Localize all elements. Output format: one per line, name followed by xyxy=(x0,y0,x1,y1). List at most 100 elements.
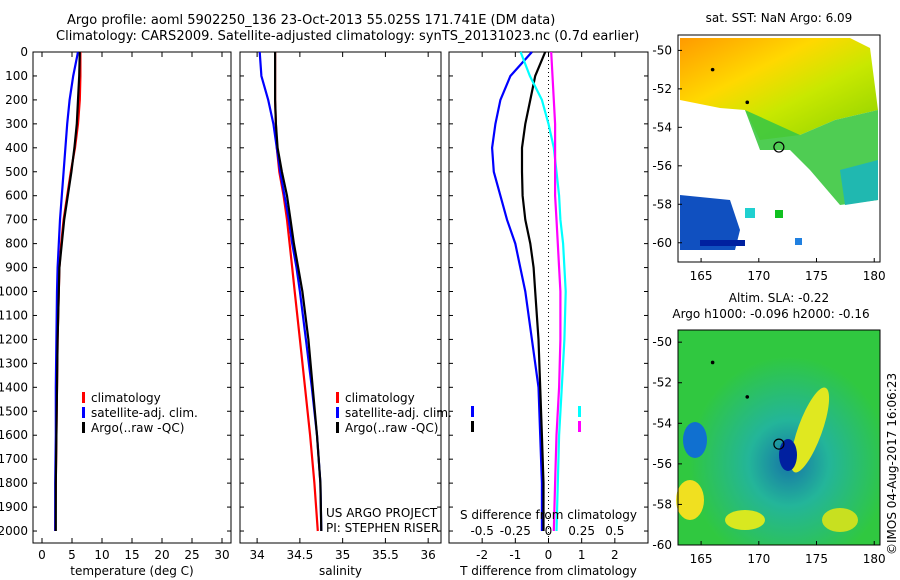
legend-swatch xyxy=(471,421,474,432)
x-tick-label: 1 xyxy=(578,548,586,562)
y-tick-label: 0 xyxy=(20,45,28,59)
y-tick-label: 800 xyxy=(5,237,28,251)
island-marker xyxy=(745,395,750,399)
x-tick-label: 35.5 xyxy=(372,548,399,562)
plot-frame xyxy=(239,51,442,544)
x-tick-label: 34.5 xyxy=(287,548,314,562)
y-tick-label: 1400 xyxy=(0,380,28,394)
y-tick-label: 500 xyxy=(5,165,28,179)
x2-tick-label: -0.5 xyxy=(470,524,493,538)
y-tick-label: 600 xyxy=(5,189,28,203)
difference-panel: -2 -1 0 1 2 T difference from climatology -0.5… xyxy=(448,51,649,578)
map-x-tick-label: 180 xyxy=(863,552,886,566)
map-subtitle: Argo h1000: -0.096 h2000: -0.16 xyxy=(672,307,869,321)
title-line2: Climatology: CARS2009. Satellite-adjuste… xyxy=(56,29,640,44)
y-tick-label: 1000 xyxy=(0,285,28,299)
series-line-temperature-satellite xyxy=(490,51,544,531)
x-tick-label: 34 xyxy=(249,548,264,562)
legend-swatch xyxy=(336,422,339,433)
x2-tick-label: 0.5 xyxy=(605,524,624,538)
y-tick-label: 2000 xyxy=(0,524,28,538)
sst-cold-region xyxy=(680,195,740,250)
x2-tick-label: 0.25 xyxy=(568,524,595,538)
map-y-tick-label: -56 xyxy=(652,159,672,173)
map-x-tick-label: 165 xyxy=(690,552,713,566)
y-tick-label: 1200 xyxy=(0,332,28,346)
y-tick-label: 1700 xyxy=(0,452,28,466)
sla-low-anomaly xyxy=(779,439,797,471)
legend-swatch xyxy=(82,392,85,403)
x-axis-label: temperature (deg C) xyxy=(70,564,193,578)
salinity-panel: 34 34.5 35 35.5 36 salinity climatologysatelli… xyxy=(239,51,452,578)
x2-axis-label: S difference from climatology xyxy=(460,508,637,522)
series-line-argo-raw-qc- xyxy=(274,52,323,532)
y-tick-label: 1500 xyxy=(0,404,28,418)
sla-high-anomaly xyxy=(790,387,830,473)
temperature-panel: 0 5 10 15 20 25 30 temperature (deg C) 0 100 200 30… xyxy=(0,45,232,578)
map-x-tick-label: 180 xyxy=(863,269,886,283)
map-frame xyxy=(677,34,881,263)
plot-frame xyxy=(32,51,232,544)
x-tick-label: -1 xyxy=(509,548,521,562)
island-marker xyxy=(710,67,715,72)
map-x-tick-label: 175 xyxy=(805,269,828,283)
y-tick-label: 1100 xyxy=(0,308,28,322)
legend-swatch xyxy=(578,406,581,417)
x-tick-label: 30 xyxy=(214,548,229,562)
map-y-tick-label: -50 xyxy=(652,335,672,349)
legend-swatch xyxy=(336,392,339,403)
series-line-argo-raw-qc- xyxy=(54,51,81,531)
map-y-tick-label: -50 xyxy=(652,43,672,57)
x-axis-label: salinity xyxy=(319,564,362,578)
map-x-tick-label: 165 xyxy=(690,269,713,283)
island-marker xyxy=(710,360,715,365)
x-tick-label: 20 xyxy=(154,548,169,562)
series-line-climatology xyxy=(274,52,319,532)
legend-label: Argo(..raw -QC) xyxy=(91,421,184,435)
x-tick-label: 35 xyxy=(335,548,350,562)
map-frame xyxy=(677,329,881,546)
legend-swatch xyxy=(336,407,339,418)
series-line-salinity-argo xyxy=(550,51,562,532)
x-tick-label: 10 xyxy=(94,548,109,562)
x-tick-label: 36 xyxy=(421,548,436,562)
series-line-salinity-satellite xyxy=(519,51,567,532)
legend-label: Argo(..raw -QC) xyxy=(345,421,438,435)
y-tick-label: 1800 xyxy=(0,476,28,490)
y-tick-label: 100 xyxy=(5,69,28,83)
y-tick-label: 700 xyxy=(5,213,28,227)
project-line1: US ARGO PROJECT xyxy=(326,506,438,520)
map-y-tick-label: -60 xyxy=(652,236,672,250)
x-tick-label: 5 xyxy=(68,548,76,562)
y-tick-label: 400 xyxy=(5,141,28,155)
sst-cool-region xyxy=(840,160,878,205)
x-axis-label: T difference from climatology xyxy=(459,564,637,578)
map-y-tick-label: -58 xyxy=(652,497,672,511)
x-tick-label: 0 xyxy=(545,548,553,562)
legend-swatch xyxy=(471,406,474,417)
y-tick-label: 300 xyxy=(5,117,28,131)
profile-location-marker xyxy=(773,141,785,153)
legend-swatch xyxy=(578,421,581,432)
map-x-tick-label: 170 xyxy=(747,552,770,566)
y-tick-label: 900 xyxy=(5,261,28,275)
series-line-temperature-argo xyxy=(520,51,547,531)
legend-label: satellite-adj. clim. xyxy=(91,406,198,420)
y-tick-label: 200 xyxy=(5,93,28,107)
x-tick-label: 0 xyxy=(38,548,46,562)
legend-label: satellite-adj. clim. xyxy=(345,406,452,420)
map-y-tick-label: -52 xyxy=(652,82,672,96)
y-tick-label: 1900 xyxy=(0,500,28,514)
sla-map-panel: 165 170 175 180 -50 -52 -54 -56 -58 -60 Altim. SLA… xyxy=(652,291,885,566)
map-y-tick-label: -56 xyxy=(652,457,672,471)
map-y-tick-label: -60 xyxy=(652,538,672,552)
x-tick-label: 2 xyxy=(611,548,619,562)
map-y-tick-label: -52 xyxy=(652,376,672,390)
x-tick-label: 15 xyxy=(124,548,139,562)
legend-label: climatology xyxy=(91,391,161,405)
map-title: sat. SST: NaN Argo: 6.09 xyxy=(706,11,853,25)
map-y-tick-label: -54 xyxy=(652,416,672,430)
map-x-tick-label: 175 xyxy=(805,552,828,566)
